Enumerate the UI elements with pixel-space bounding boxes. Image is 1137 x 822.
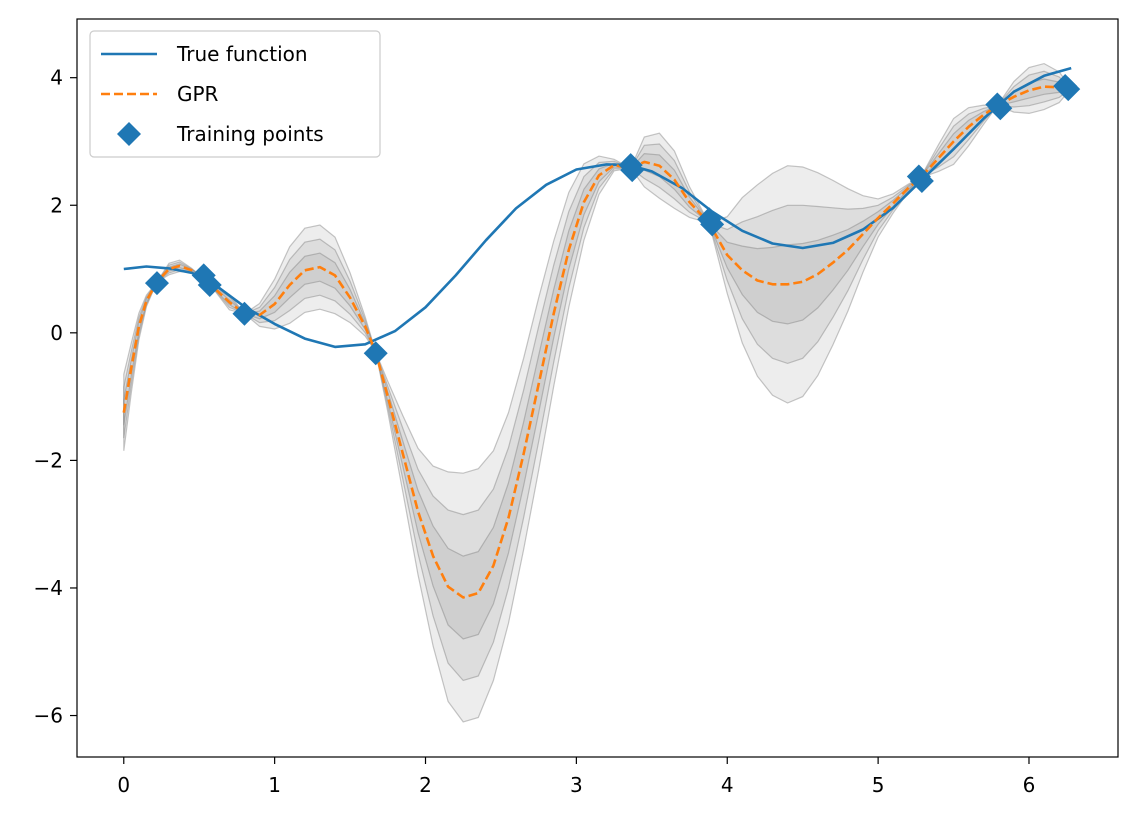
y-tick-label: 0 bbox=[50, 321, 63, 345]
training-point bbox=[700, 212, 725, 237]
axes-frame bbox=[76, 18, 1119, 758]
legend-training-points-label: Training points bbox=[176, 122, 324, 146]
legend-true-function-label: True function bbox=[176, 42, 308, 66]
y-tick-label: 2 bbox=[50, 193, 63, 217]
training-points bbox=[144, 73, 1081, 366]
plot-area bbox=[122, 62, 1081, 723]
x-tick-label: 5 bbox=[872, 773, 885, 797]
y-tick-label: −6 bbox=[34, 704, 63, 728]
training-point bbox=[232, 301, 257, 326]
training-point bbox=[144, 271, 169, 296]
x-tick-label: 3 bbox=[570, 773, 583, 797]
training-point bbox=[197, 272, 222, 297]
y-tick-label: −2 bbox=[34, 448, 63, 472]
y-tick-label: −4 bbox=[34, 576, 63, 600]
training-point bbox=[620, 158, 645, 183]
legend-box bbox=[89, 30, 381, 158]
legend-gpr-label: GPR bbox=[177, 82, 219, 106]
legend: True function GPR Training points bbox=[89, 30, 381, 158]
x-tick-label: 6 bbox=[1023, 773, 1036, 797]
x-tick-label: 0 bbox=[117, 773, 130, 797]
x-tick-label: 1 bbox=[268, 773, 281, 797]
training-point bbox=[909, 169, 934, 194]
y-axis: 4 2 0 −2 −4 −6 bbox=[34, 66, 77, 728]
y-tick-label: 4 bbox=[50, 66, 63, 90]
x-tick-label: 4 bbox=[721, 773, 734, 797]
training-point bbox=[363, 341, 388, 366]
training-point bbox=[988, 96, 1013, 121]
training-point bbox=[1056, 77, 1081, 102]
x-tick-label: 2 bbox=[419, 773, 432, 797]
x-axis: 0 1 2 3 4 5 6 bbox=[117, 757, 1035, 797]
legend-training-points-marker bbox=[117, 122, 141, 146]
